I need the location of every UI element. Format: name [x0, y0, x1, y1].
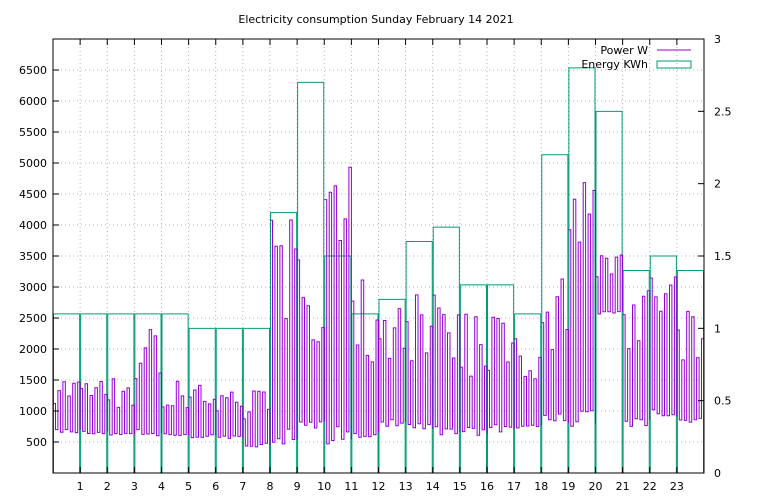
- y-left-tick-label: 6500: [19, 64, 47, 77]
- x-tick-label: 21: [616, 480, 630, 493]
- power-w-series: [53, 166, 705, 448]
- y-left-tick-label: 5000: [19, 157, 47, 170]
- power-segment: [432, 294, 461, 436]
- power-segment: [595, 254, 624, 315]
- y-right-tick-label: 3: [714, 33, 721, 46]
- power-segment: [324, 166, 352, 445]
- power-segment: [80, 381, 108, 435]
- power-segment: [107, 378, 135, 436]
- y-left-tick-label: 3000: [19, 281, 47, 294]
- power-segment: [649, 276, 678, 417]
- x-tick-label: 23: [670, 480, 684, 493]
- energy-bar: [622, 269, 650, 473]
- x-tick-label: 1: [77, 480, 84, 493]
- x-tick-label: 9: [294, 480, 301, 493]
- axes: 1 2 3 4 5 6 7 8 9 10 11 12 13 14 15 16 17 18 19 20 21 22 23500…: [19, 33, 732, 493]
- power-segment: [459, 313, 488, 436]
- x-tick-label: 14: [426, 480, 440, 493]
- power-segment: [134, 329, 162, 437]
- y-left-tick-label: 2000: [19, 343, 47, 356]
- x-tick-label: 17: [507, 480, 521, 493]
- power-segment: [514, 338, 542, 429]
- energy-bar: [80, 313, 108, 473]
- legend-label-energy: Energy KWh: [581, 58, 648, 71]
- power-segment: [53, 381, 81, 434]
- y-left-tick-label: 6000: [19, 95, 47, 108]
- x-tick-label: 10: [317, 480, 331, 493]
- power-segment: [378, 308, 407, 427]
- y-right-tick-label: 1: [714, 322, 721, 335]
- power-segment: [242, 390, 271, 448]
- x-tick-label: 19: [561, 480, 575, 493]
- legend-swatch-energy: [656, 60, 692, 69]
- y-left-tick-label: 4500: [19, 188, 47, 201]
- x-tick-label: 7: [239, 480, 246, 493]
- y-left-tick-label: 2500: [19, 312, 47, 325]
- y-right-tick-label: 2: [714, 178, 721, 191]
- x-tick-label: 2: [104, 480, 111, 493]
- x-tick-label: 6: [212, 480, 219, 493]
- x-tick-label: 11: [344, 480, 358, 493]
- energy-bar: [242, 327, 270, 473]
- power-segment: [405, 294, 434, 430]
- power-segment: [676, 310, 705, 423]
- energy-bar: [541, 154, 569, 473]
- y-left-tick-label: 5500: [19, 126, 47, 139]
- y-left-tick-label: 1000: [19, 405, 47, 418]
- energy-bar: [405, 241, 433, 473]
- power-segment: [622, 290, 651, 427]
- power-segment: [215, 391, 244, 439]
- power-segment: [297, 259, 325, 429]
- power-segment: [541, 278, 569, 423]
- power-segment: [568, 182, 596, 427]
- energy-kwh-series: [53, 67, 704, 473]
- x-tick-label: 4: [158, 480, 165, 493]
- y-left-tick-label: 1500: [19, 374, 47, 387]
- y-left-tick-label: 3500: [19, 250, 47, 263]
- x-tick-label: 5: [185, 480, 192, 493]
- energy-bar: [188, 327, 216, 473]
- y-right-tick-label: 2.5: [714, 105, 732, 118]
- x-tick-label: 12: [372, 480, 386, 493]
- power-segment: [161, 380, 190, 436]
- y-left-tick-label: 500: [26, 436, 47, 449]
- x-tick-label: 20: [589, 480, 603, 493]
- power-segment: [270, 219, 298, 445]
- power-segment: [351, 279, 379, 438]
- x-tick-label: 15: [453, 480, 467, 493]
- x-tick-label: 22: [643, 480, 657, 493]
- y-right-tick-label: 0: [714, 467, 721, 480]
- power-segment: [188, 384, 217, 439]
- x-tick-label: 13: [399, 480, 413, 493]
- y-left-tick-label: 4000: [19, 219, 47, 232]
- energy-bar: [514, 313, 542, 473]
- x-tick-label: 8: [267, 480, 274, 493]
- y-right-tick-label: 0.5: [714, 395, 732, 408]
- x-tick-label: 16: [480, 480, 494, 493]
- power-segment: [487, 316, 515, 433]
- chart-title: Electricity consumption Sunday February …: [238, 13, 513, 26]
- x-tick-label: 18: [534, 480, 548, 493]
- x-tick-label: 3: [131, 480, 138, 493]
- energy-bar: [297, 81, 325, 473]
- legend-label-power: Power W: [600, 44, 648, 57]
- energy-bar: [107, 313, 135, 473]
- y-right-tick-label: 1.5: [714, 250, 732, 263]
